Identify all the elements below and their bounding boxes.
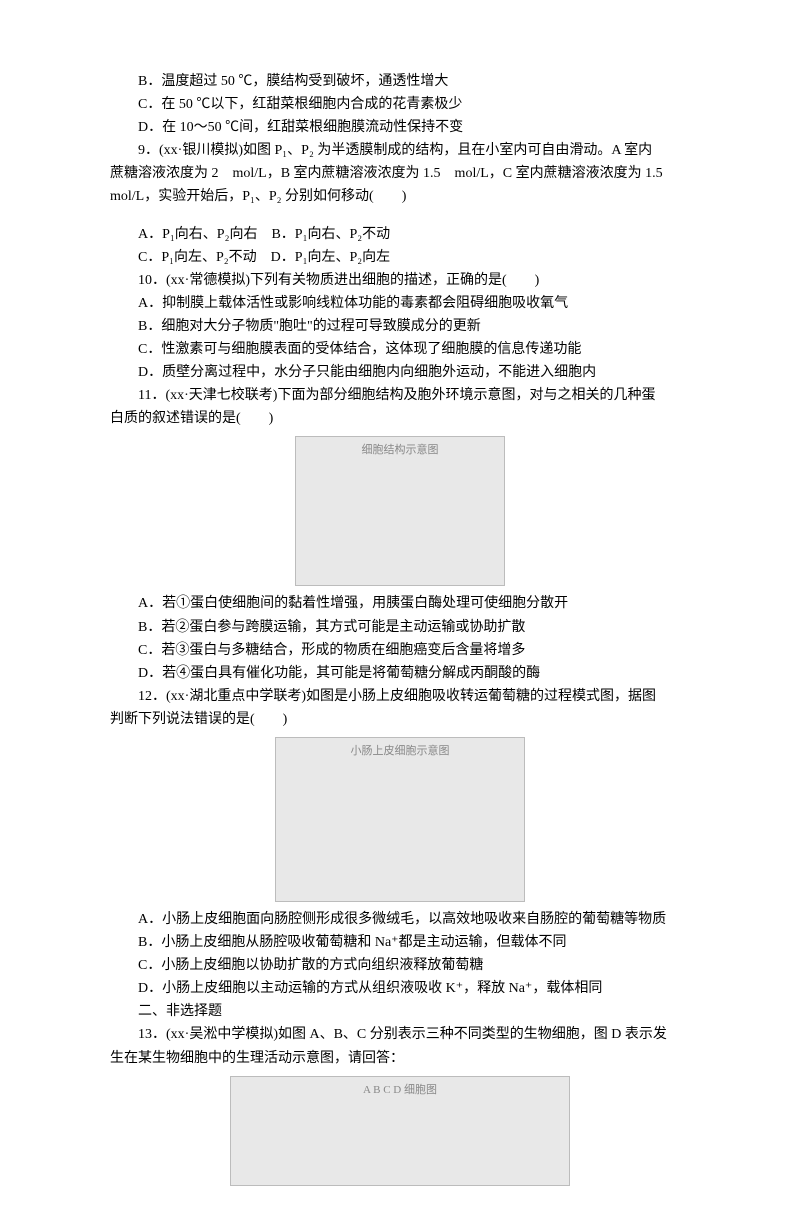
question-10-stem: 10．(xx·常德模拟)下列有关物质进出细胞的描述，正确的是( ) [110, 269, 690, 292]
option-b: B．温度超过 50 ℃，膜结构受到破坏，通透性增大 [110, 70, 690, 93]
figure-11-image: 细胞结构示意图 [295, 436, 505, 586]
question-10-b: B．细胞对大分子物质"胞吐"的过程可导致膜成分的更新 [110, 315, 690, 338]
question-9-opts-cd: C．P₁向左、P₂不动 D．P₁向左、P₂向左 [110, 246, 690, 269]
question-11-b: B．若②蛋白参与跨膜运输，其方式可能是主动运输或协助扩散 [110, 616, 690, 639]
question-12-a: A．小肠上皮细胞面向肠腔侧形成很多微绒毛，以高效地吸收来自肠腔的葡萄糖等物质 [110, 908, 690, 931]
question-11-d: D．若④蛋白具有催化功能，其可能是将葡萄糖分解成丙酮酸的酶 [110, 662, 690, 685]
question-12-c: C．小肠上皮细胞以协助扩散的方式向组织液释放葡萄糖 [110, 954, 690, 977]
option-c: C．在 50 ℃以下，红甜菜根细胞内合成的花青素极少 [110, 93, 690, 116]
question-12-b: B．小肠上皮细胞从肠腔吸收葡萄糖和 Na⁺都是主动运输，但载体不同 [110, 931, 690, 954]
question-9-opts-ab: A．P₁向右、P₂向右 B．P₁向右、P₂不动 [110, 223, 690, 246]
question-9-line1: 9．(xx·银川模拟)如图 P₁、P₂ 为半透膜制成的结构，且在小室内可自由滑动… [110, 139, 690, 162]
question-13-line2: 生在某生物细胞中的生理活动示意图，请回答： [110, 1047, 690, 1070]
spacer [110, 209, 690, 223]
question-10-a: A．抑制膜上载体活性或影响线粒体功能的毒素都会阻碍细胞吸收氧气 [110, 292, 690, 315]
question-12-d: D．小肠上皮细胞以主动运输的方式从组织液吸收 K⁺，释放 Na⁺，载体相同 [110, 977, 690, 1000]
figure-12-image: 小肠上皮细胞示意图 [275, 737, 525, 902]
option-d: D．在 10～50 ℃间，红甜菜根细胞膜流动性保持不变 [110, 116, 690, 139]
figure-13-image: A B C D 细胞图 [230, 1076, 570, 1186]
figure-13-wrap: A B C D 细胞图 [110, 1076, 690, 1186]
question-9-line2: 蔗糖溶液浓度为 2 mol/L，B 室内蔗糖溶液浓度为 1.5 mol/L，C … [110, 162, 690, 185]
figure-12-wrap: 小肠上皮细胞示意图 [110, 737, 690, 902]
question-11-c: C．若③蛋白与多糖结合，形成的物质在细胞癌变后含量将增多 [110, 639, 690, 662]
question-13-line1: 13．(xx·吴淞中学模拟)如图 A、B、C 分别表示三种不同类型的生物细胞，图… [110, 1023, 690, 1046]
question-11-line1: 11．(xx·天津七校联考)下面为部分细胞结构及胞外环境示意图，对与之相关的几种… [110, 384, 690, 407]
question-11-a: A．若①蛋白使细胞间的黏着性增强，用胰蛋白酶处理可使细胞分散开 [110, 592, 690, 615]
question-9-line3: mol/L，实验开始后，P₁、P₂ 分别如何移动( ) [110, 185, 690, 208]
question-10-d: D．质壁分离过程中，水分子只能由细胞内向细胞外运动，不能进入细胞内 [110, 361, 690, 384]
question-10-c: C．性激素可与细胞膜表面的受体结合，这体现了细胞膜的信息传递功能 [110, 338, 690, 361]
section-2-heading: 二、非选择题 [110, 1000, 690, 1023]
document-page: B．温度超过 50 ℃，膜结构受到破坏，通透性增大 C．在 50 ℃以下，红甜菜… [0, 0, 800, 1232]
question-12-line1: 12．(xx·湖北重点中学联考)如图是小肠上皮细胞吸收转运葡萄糖的过程模式图，据… [110, 685, 690, 708]
figure-11-wrap: 细胞结构示意图 [110, 436, 690, 586]
question-11-line2: 白质的叙述错误的是( ) [110, 407, 690, 430]
question-12-line2: 判断下列说法错误的是( ) [110, 708, 690, 731]
